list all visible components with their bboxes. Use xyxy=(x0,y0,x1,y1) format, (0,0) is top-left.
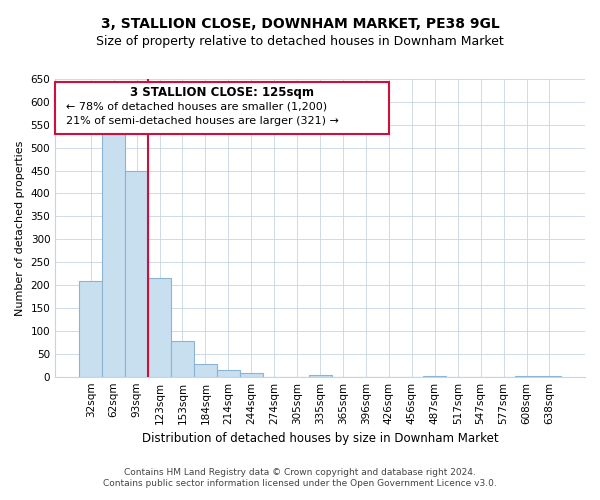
Bar xyxy=(125,170,148,376)
FancyBboxPatch shape xyxy=(55,82,389,134)
Bar xyxy=(240,373,263,376)
Text: 3 STALLION CLOSE: 125sqm: 3 STALLION CLOSE: 125sqm xyxy=(130,86,314,100)
Bar xyxy=(79,280,102,376)
Y-axis label: Number of detached properties: Number of detached properties xyxy=(15,140,25,316)
Bar xyxy=(194,364,217,376)
Text: Contains HM Land Registry data © Crown copyright and database right 2024.
Contai: Contains HM Land Registry data © Crown c… xyxy=(103,468,497,487)
Text: 3, STALLION CLOSE, DOWNHAM MARKET, PE38 9GL: 3, STALLION CLOSE, DOWNHAM MARKET, PE38 … xyxy=(101,18,499,32)
Bar xyxy=(102,134,125,376)
Text: Size of property relative to detached houses in Downham Market: Size of property relative to detached ho… xyxy=(96,35,504,48)
Text: ← 78% of detached houses are smaller (1,200): ← 78% of detached houses are smaller (1,… xyxy=(66,102,327,112)
Bar xyxy=(171,341,194,376)
Bar xyxy=(148,278,171,376)
X-axis label: Distribution of detached houses by size in Downham Market: Distribution of detached houses by size … xyxy=(142,432,499,445)
Text: 21% of semi-detached houses are larger (321) →: 21% of semi-detached houses are larger (… xyxy=(66,116,338,126)
Bar xyxy=(217,370,240,376)
